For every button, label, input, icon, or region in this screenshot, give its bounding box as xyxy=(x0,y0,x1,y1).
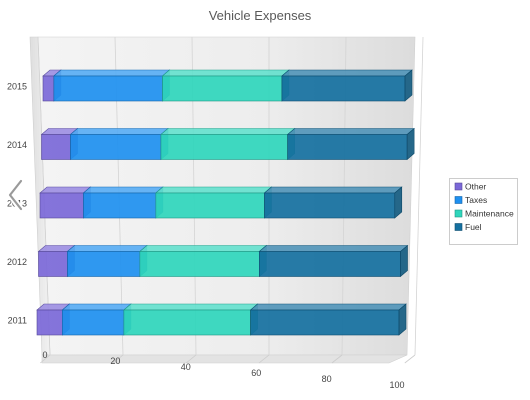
legend-swatch xyxy=(454,182,463,191)
floor xyxy=(41,354,408,364)
bar-segment xyxy=(286,127,415,161)
x-tick-label: 60 xyxy=(251,368,261,378)
legend-label: Other xyxy=(465,182,486,192)
legend-swatch xyxy=(454,223,463,231)
legend: Other Taxes Maintenance Fuel xyxy=(449,178,518,245)
bar-segment xyxy=(263,186,403,219)
legend-label: Maintenance xyxy=(465,209,514,219)
bar-segment xyxy=(161,69,290,102)
x-tick-label: 80 xyxy=(322,374,332,384)
bar-segment xyxy=(82,186,164,219)
bar-segment xyxy=(39,186,92,219)
category-label: 2015 xyxy=(7,82,27,92)
gridline xyxy=(414,36,424,356)
category-label: 2014 xyxy=(7,140,27,150)
x-tick-label: 0 xyxy=(42,350,47,360)
legend-swatch xyxy=(454,196,463,204)
bar-segment xyxy=(53,69,171,102)
bar-segment xyxy=(123,303,259,336)
bar-segment xyxy=(160,127,296,161)
bar-segment xyxy=(139,244,268,278)
bar-segment xyxy=(281,69,413,102)
x-tick-labels: 0 20 40 60 80 100 xyxy=(42,350,404,390)
x-tick-label: 20 xyxy=(110,356,120,366)
category-label: 2011 xyxy=(8,316,27,326)
category-label: 2012 xyxy=(7,257,27,267)
floor-gridline xyxy=(112,354,124,364)
bar-segment xyxy=(258,244,409,278)
floor-gridline xyxy=(258,354,270,364)
floor-gridline xyxy=(331,354,343,364)
bar-segment xyxy=(61,303,132,336)
floor-gridline xyxy=(404,354,416,364)
bar-segment xyxy=(66,244,148,278)
chevron-left-icon[interactable] xyxy=(2,175,28,215)
x-tick-label: 100 xyxy=(389,380,404,390)
floor-gridline xyxy=(40,354,51,364)
legend-label: Fuel xyxy=(465,222,482,232)
floor-gridline xyxy=(185,354,197,364)
legend-label: Taxes xyxy=(465,195,487,205)
legend-swatch xyxy=(454,209,463,218)
bars xyxy=(36,69,415,336)
bar-segment xyxy=(249,303,407,336)
bar-segment xyxy=(155,186,273,219)
bar-segment xyxy=(69,127,169,161)
chart-title: Vehicle Expenses xyxy=(209,8,312,23)
x-tick-label: 40 xyxy=(181,362,191,372)
